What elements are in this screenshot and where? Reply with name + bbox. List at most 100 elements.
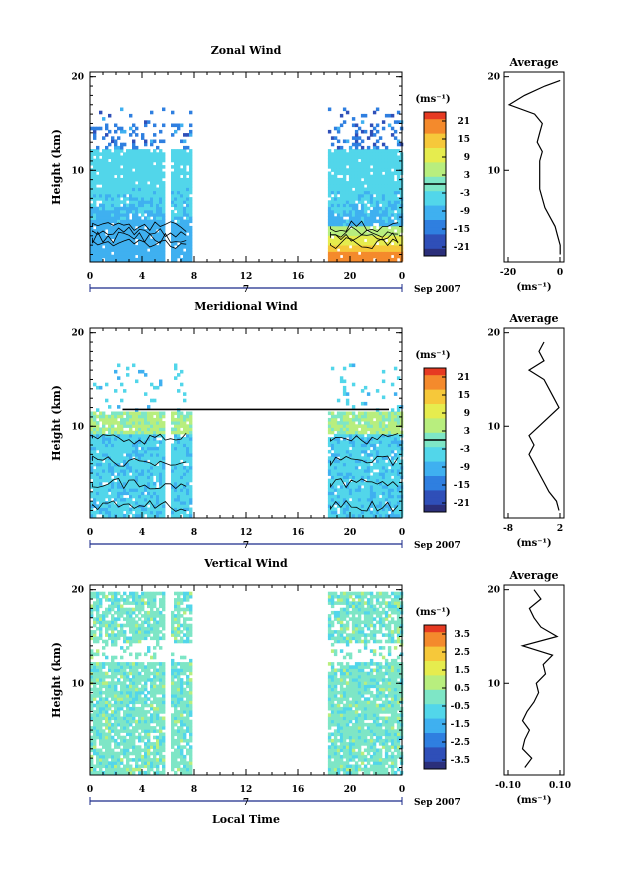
heatmap-cell (93, 729, 97, 733)
heatmap-cell (156, 449, 160, 454)
heatmap-cell (360, 488, 365, 492)
heatmap-cell (357, 424, 362, 428)
heatmap-cell (150, 110, 154, 115)
heatmap-cell (375, 232, 380, 236)
heatmap-cell (369, 414, 374, 419)
heatmap-cell (366, 232, 371, 236)
heatmap-cell (138, 713, 142, 717)
heatmap-cell (90, 630, 94, 634)
heatmap-cell (354, 193, 359, 198)
heatmap-cell (369, 197, 374, 201)
heatmap-cell (120, 610, 124, 615)
heatmap-cell (138, 411, 142, 416)
heatmap-cell (117, 440, 121, 444)
heatmap-cell (333, 459, 338, 464)
heatmap-cell (102, 254, 106, 259)
heatmap-cell (372, 453, 377, 457)
heatmap-cell (132, 639, 136, 644)
heatmap-cell (186, 513, 190, 518)
heatmap-cell (339, 149, 344, 153)
heatmap-cell (150, 222, 154, 227)
heatmap-cell (162, 465, 166, 470)
heatmap-cell (120, 424, 124, 428)
heatmap-cell (369, 485, 374, 489)
heatmap-cell (147, 190, 151, 195)
heatmap-cell (117, 126, 121, 131)
heatmap-cell (183, 161, 187, 166)
heatmap-cell (138, 719, 142, 724)
heatmap-cell (138, 203, 142, 208)
heatmap-cell (375, 440, 380, 444)
heatmap-cell (126, 254, 130, 259)
heatmap-cell (96, 488, 100, 492)
heatmap-cell (162, 437, 166, 441)
heatmap-cell (114, 719, 118, 724)
heatmap-cell (144, 165, 148, 169)
heatmap-cell (120, 507, 124, 512)
heatmap-cell (132, 501, 136, 505)
heatmap-cell (345, 478, 350, 483)
heatmap-cell (132, 200, 136, 204)
heatmap-cell (363, 456, 368, 460)
heatmap-cell (363, 171, 368, 176)
heatmap-cell (102, 200, 106, 204)
heatmap-cell (369, 229, 374, 233)
heatmap-cell (330, 491, 335, 496)
heatmap-cell (189, 133, 193, 137)
heatmap-cell (120, 751, 124, 756)
heatmap-cell (390, 485, 395, 489)
heatmap-cell (108, 424, 112, 428)
heatmap-cell (366, 184, 371, 188)
heatmap-cell (366, 469, 371, 473)
heatmap-cell (105, 241, 109, 246)
heatmap-cell (111, 446, 115, 451)
heatmap-cell (363, 491, 368, 496)
heatmap-cell (384, 504, 389, 508)
heatmap-cell (138, 678, 142, 682)
heatmap-cell (150, 213, 154, 217)
heatmap-cell (381, 433, 386, 438)
x-tick-label: 0 (87, 528, 93, 538)
heatmap-cell (123, 459, 127, 464)
heatmap-cell (375, 251, 380, 256)
heatmap-cell (126, 738, 130, 743)
heatmap-cell (120, 665, 124, 669)
heatmap-cell (330, 414, 335, 419)
heatmap-cell (363, 385, 368, 390)
heatmap-cell (342, 181, 347, 185)
heatmap-cell (144, 485, 148, 489)
heatmap-cell (117, 411, 121, 416)
heatmap-cell (90, 193, 94, 198)
heatmap-cell (102, 610, 106, 615)
heatmap-cell (114, 421, 118, 425)
heatmap-cell (129, 758, 133, 762)
heatmap-cell (114, 459, 118, 464)
heatmap-cell (396, 190, 401, 195)
heatmap-cell (135, 491, 139, 496)
heatmap-cell (93, 165, 97, 169)
heatmap-cell (138, 478, 142, 483)
heatmap-cell (351, 251, 356, 256)
heatmap-cell (375, 139, 380, 144)
heatmap-cell (96, 152, 100, 156)
heatmap-cell (90, 245, 94, 249)
heatmap-cell (366, 456, 371, 460)
heatmap-cell (357, 168, 362, 172)
heatmap-cell (159, 257, 163, 262)
heatmap-cell (159, 174, 163, 179)
colorbar-segment (424, 458, 446, 463)
heatmap-cell (102, 171, 106, 176)
heatmap-cell (369, 241, 374, 246)
heatmap-cell (348, 193, 353, 198)
heatmap-cell (117, 446, 121, 451)
heatmap-cell (147, 254, 151, 259)
colorbar-segment (424, 479, 446, 484)
heatmap-cell (138, 369, 142, 374)
heatmap-cell (162, 139, 166, 144)
heatmap-cell (120, 465, 124, 470)
heatmap-cell (90, 594, 94, 599)
heatmap-cell (330, 465, 335, 470)
heatmap-cell (174, 190, 178, 195)
heatmap-cell (144, 197, 148, 201)
heatmap-cell (360, 197, 365, 201)
